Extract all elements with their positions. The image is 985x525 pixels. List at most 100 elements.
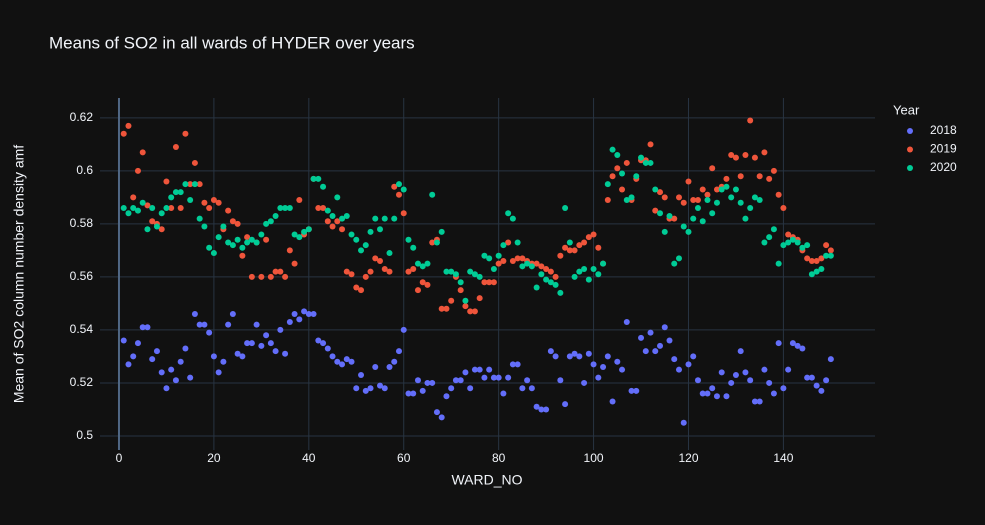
scatter-point [737,348,744,355]
scatter-point [609,173,616,180]
scatter-point [576,268,583,275]
scatter-point [391,215,398,222]
scatter-point [286,205,293,211]
scatter-point [424,260,431,267]
scatter-point [761,366,768,373]
scatter-point [134,207,141,214]
scatter-point [590,265,597,272]
scatter-point [509,215,516,222]
scatter-point [315,175,322,182]
scatter-point [315,205,322,211]
scatter-point [410,265,417,272]
scatter-point [125,361,132,368]
scatter-point [334,218,341,225]
scatter-point [429,239,436,246]
scatter-point [182,345,189,352]
y-tick-label: 0.5 [76,428,93,442]
scatter-point [481,252,488,259]
scatter-point [614,165,621,172]
scatter-point [210,250,217,257]
scatter-point [291,231,298,238]
scatter-point [718,369,725,376]
scatter-point [756,197,763,204]
scatter-point [600,364,607,371]
scatter-point [628,194,635,201]
scatter-point [661,228,668,235]
scatter-point [377,258,384,265]
scatter-point [144,324,151,331]
scatter-point [566,353,573,360]
scatter-point [557,252,564,259]
scatter-point [471,366,478,373]
scatter-point [756,398,763,405]
scatter-point [315,337,322,344]
scatter-point [751,398,758,405]
scatter-point [704,191,711,198]
scatter-point [804,374,811,381]
scatter-point [120,337,127,344]
scatter-point [638,154,645,161]
scatter-point [367,268,374,275]
scatter-point [538,406,545,413]
scatter-point [210,353,217,360]
scatter-point [201,199,208,206]
scatter-point [581,265,588,272]
scatter-point [581,239,588,246]
scatter-point [367,385,374,392]
scatter-point [296,316,303,323]
scatter-point [267,340,274,347]
scatter-point [728,151,735,158]
scatter-point [766,175,773,182]
scatter-point [709,210,716,217]
scatter-point [490,374,497,381]
scatter-point [220,358,227,365]
scatter-point [239,353,246,360]
scatter-point [576,242,583,249]
scatter-point [448,385,455,392]
scatter-point [196,321,203,328]
scatter-point [495,374,502,381]
scatter-point [699,218,706,225]
scatter-point [229,242,236,249]
scatter-point [566,247,573,254]
scatter-point [334,358,341,365]
scatter-point [614,151,621,158]
scatter-point [728,194,735,201]
y-axis-title: Mean of SO2 column number density amf [11,145,27,403]
scatter-point [348,358,355,365]
scatter-point [277,326,284,333]
scatter-point [234,350,241,357]
scatter-point [590,231,597,238]
scatter-point [609,146,616,153]
y-tick-label: 0.52 [70,375,94,389]
scatter-point [239,252,246,259]
scatter-point [633,387,640,394]
scatter-point [443,305,450,312]
scatter-point [419,263,426,270]
scatter-point [381,215,388,222]
scatter-point [339,215,346,222]
scatter-point [690,215,697,222]
scatter-point [452,377,459,384]
scatter-point [486,366,493,373]
scatter-point [704,390,711,397]
scatter-point [286,318,293,325]
legend-marker [907,128,913,134]
scatter-point [353,284,360,291]
scatter-point [718,186,725,193]
scatter-point [191,159,198,166]
scatter-point [462,297,469,304]
scatter-point [566,239,573,246]
scatter-point [277,205,284,211]
scatter-point [600,260,607,267]
scatter-point [547,268,554,275]
scatter-point [647,159,654,166]
legend-label: 2018 [930,123,957,137]
scatter-point [153,348,160,355]
scatter-point [789,236,796,243]
scatter-point [818,255,825,262]
scatter-point [258,342,265,349]
scatter-point [286,247,293,254]
scatter-point [623,318,630,325]
scatter-point [770,226,777,233]
